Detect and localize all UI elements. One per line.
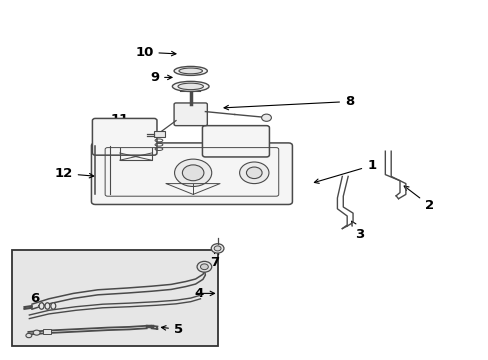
Circle shape: [214, 246, 221, 251]
FancyBboxPatch shape: [91, 143, 292, 204]
FancyBboxPatch shape: [202, 126, 269, 157]
Circle shape: [211, 244, 224, 253]
Text: 11: 11: [110, 113, 151, 127]
Circle shape: [174, 159, 211, 186]
Circle shape: [239, 162, 268, 184]
Text: 1: 1: [314, 159, 375, 183]
Circle shape: [200, 264, 208, 270]
Ellipse shape: [45, 303, 50, 309]
FancyBboxPatch shape: [92, 118, 157, 155]
Circle shape: [261, 114, 271, 121]
Text: 2: 2: [404, 186, 433, 212]
Text: 9: 9: [150, 71, 172, 84]
FancyBboxPatch shape: [153, 131, 165, 137]
Circle shape: [197, 261, 211, 272]
Text: 7: 7: [210, 249, 219, 269]
Circle shape: [33, 330, 40, 335]
Text: 6: 6: [31, 292, 43, 307]
Circle shape: [26, 333, 32, 338]
Ellipse shape: [39, 303, 44, 309]
Text: 12: 12: [54, 167, 94, 180]
Circle shape: [246, 167, 262, 179]
Text: 4: 4: [194, 287, 203, 300]
Text: 10: 10: [135, 46, 176, 59]
Ellipse shape: [179, 68, 202, 74]
Text: 3: 3: [351, 221, 363, 240]
FancyBboxPatch shape: [174, 103, 207, 126]
Ellipse shape: [51, 303, 56, 309]
Ellipse shape: [178, 83, 203, 90]
Bar: [43, 329, 51, 334]
Ellipse shape: [172, 81, 209, 91]
Text: 8: 8: [224, 95, 353, 110]
Ellipse shape: [174, 66, 207, 76]
Text: 5: 5: [161, 323, 183, 336]
Circle shape: [182, 165, 203, 181]
Bar: [12, 250, 217, 346]
